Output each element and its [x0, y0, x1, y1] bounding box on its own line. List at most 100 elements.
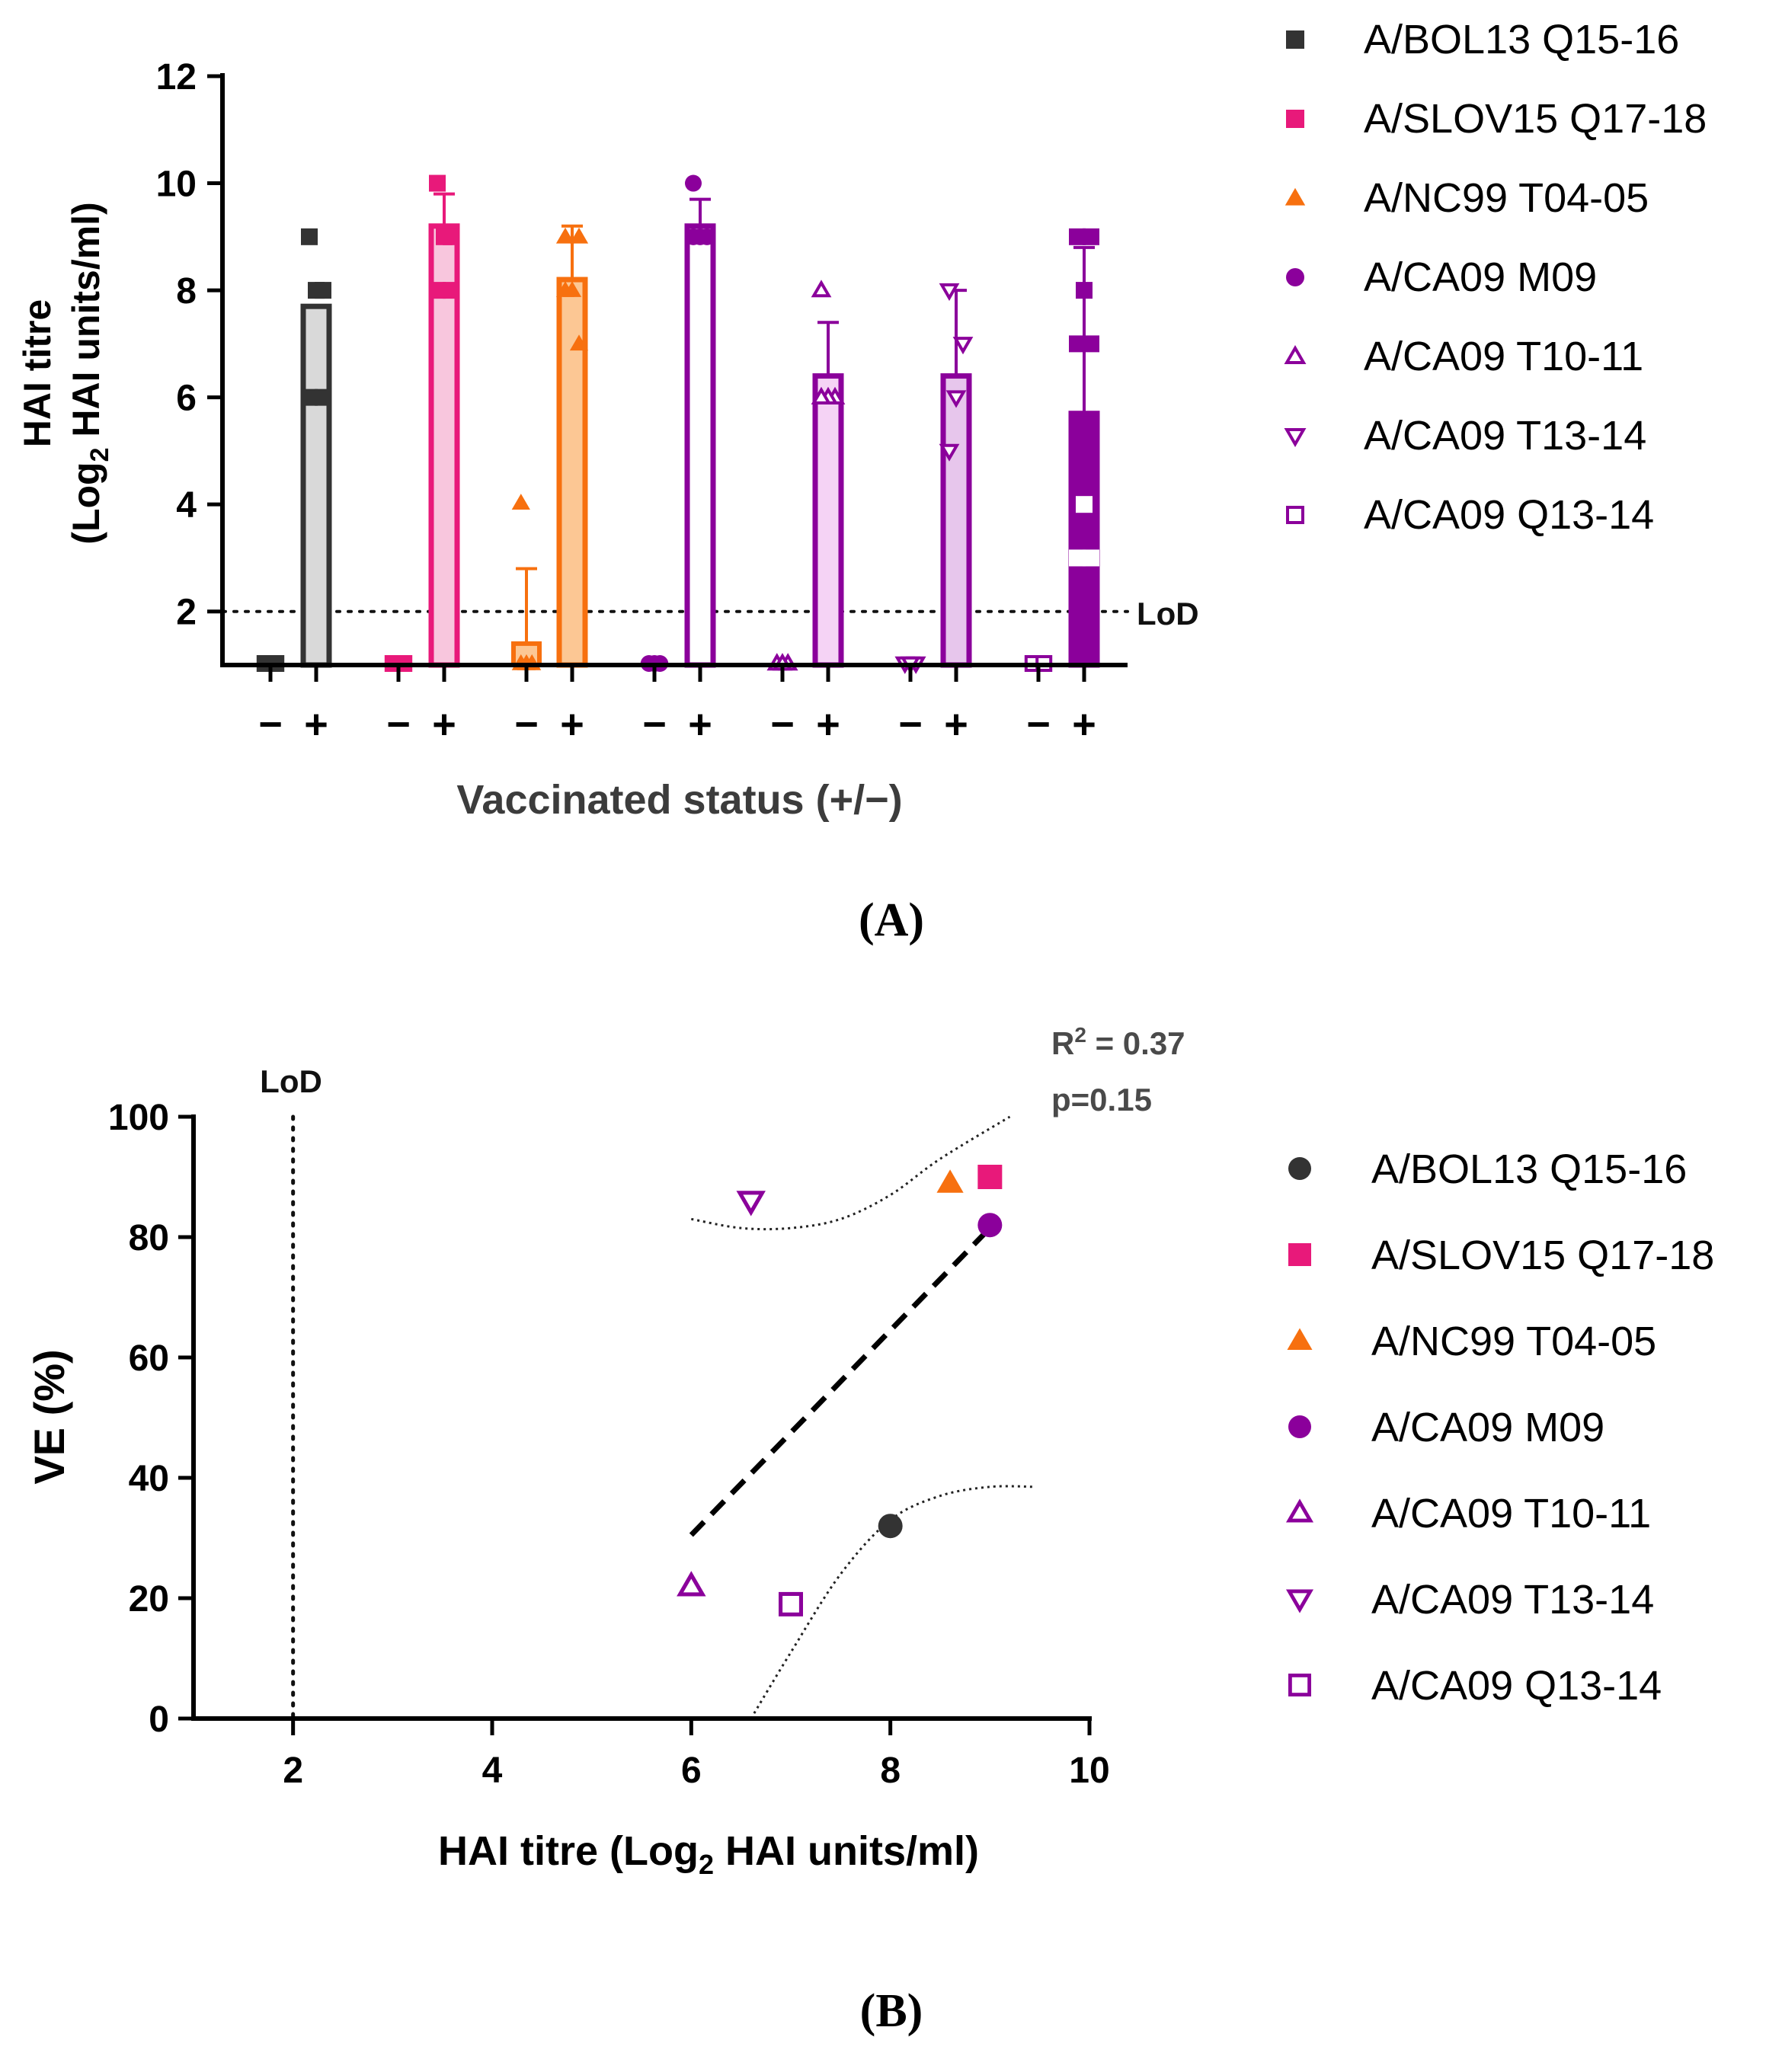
x-tick-label: −: [514, 702, 539, 747]
y-tick-label: 100: [108, 1098, 169, 1138]
legend-label: A/CA09 Q13-14: [1364, 492, 1654, 538]
bar-pos: [684, 223, 716, 668]
legend-marker: [1288, 1673, 1312, 1696]
x-tick-label: 8: [880, 1751, 901, 1791]
legend-label: A/CA09 M09: [1371, 1405, 1604, 1450]
legend-marker: [1285, 187, 1306, 206]
y-tick-label: 12: [156, 57, 197, 98]
data-point: [1083, 549, 1099, 567]
y-tick-label: 10: [156, 165, 197, 205]
legend-marker: [1288, 1415, 1311, 1438]
legend-label: A/CA09 T10-11: [1371, 1491, 1651, 1536]
data-point: [939, 443, 960, 462]
legend-marker: [1285, 1589, 1314, 1613]
panel-b-chart: 0 20 40 60 80 100 2 4 6 8 10 VE (%) HAI titre (Log…: [25, 1023, 1714, 2037]
legend-marker: [1286, 110, 1304, 128]
data-point: [878, 1514, 903, 1539]
data-point: [945, 390, 967, 408]
data-point: [569, 227, 589, 244]
legend-label: A/CA09 T10-11: [1364, 334, 1643, 379]
x-tick-label: −: [642, 702, 667, 747]
data-point: [436, 228, 453, 245]
data-point: [1069, 335, 1086, 353]
data-point: [1069, 228, 1086, 245]
data-point: [939, 283, 960, 301]
data-point: [1076, 496, 1093, 513]
data-point: [569, 334, 589, 351]
legend-label: A/CA09 Q13-14: [1371, 1663, 1662, 1709]
y-tick-label: 8: [176, 271, 197, 312]
panel-a-legend: A/BOL13 Q15-16 A/SLOV15 Q17-18 A/NC99 T04-…: [1284, 17, 1707, 538]
data-point: [1083, 335, 1099, 353]
data-point: [811, 386, 832, 404]
data-point: [429, 174, 446, 192]
x-tick-label: −: [1026, 702, 1051, 747]
data-point: [315, 388, 331, 406]
x-tick-label: +: [688, 702, 712, 747]
x-tick-label: +: [560, 702, 584, 747]
panel-b-r2: R2 = 0.37: [1051, 1023, 1185, 1061]
panel-b-lod-label: LoD: [260, 1063, 322, 1099]
data-point: [685, 174, 702, 192]
panel-b-xlabel: HAI titre (Log2 HAI units/ml): [438, 1828, 979, 1880]
panel-a-ylabel-line1: HAI titre: [16, 299, 59, 447]
ci-upper-band: [691, 1115, 1011, 1231]
data-point: [301, 388, 318, 406]
x-tick-label: 2: [283, 1751, 303, 1791]
panel-b-legend: A/BOL13 Q15-16 A/SLOV15 Q17-18 A/NC99 T04-…: [1285, 1146, 1714, 1709]
data-point: [1076, 282, 1093, 299]
legend-marker: [1288, 1243, 1311, 1266]
x-tick-label: +: [432, 702, 456, 747]
legend-label: A/BOL13 Q15-16: [1371, 1146, 1687, 1192]
data-point: [779, 1591, 804, 1616]
panel-b-pvalue: p=0.15: [1051, 1082, 1152, 1118]
x-tick-label: 6: [681, 1751, 702, 1791]
data-point: [952, 337, 974, 355]
data-point: [443, 282, 459, 299]
bar-pos: [556, 277, 588, 668]
x-tick-label: −: [770, 702, 795, 747]
data-point: [977, 1165, 1003, 1189]
legend-label: A/NC99 T04-05: [1364, 175, 1649, 221]
data-point: [555, 280, 575, 297]
legend-marker: [1288, 1157, 1311, 1180]
bar-pos: [1068, 411, 1100, 668]
legend-label: A/NC99 T04-05: [1371, 1319, 1656, 1364]
legend-label: A/CA09 T13-14: [1371, 1577, 1654, 1623]
legend-label: A/CA09 T13-14: [1364, 413, 1646, 459]
data-point: [1069, 549, 1086, 567]
x-tick-label: +: [1072, 702, 1096, 747]
x-tick-label: −: [898, 702, 923, 747]
legend-marker: [1284, 345, 1307, 364]
legend-marker: [1286, 506, 1304, 524]
panel-a-ylabel-line2: (Log2 HAI units/ml): [65, 202, 114, 544]
x-tick-label: 4: [482, 1751, 503, 1791]
data-point: [511, 494, 530, 510]
data-point: [308, 282, 325, 299]
panel-a-lod-label: LoD: [1137, 596, 1199, 632]
y-tick-label: 0: [149, 1699, 169, 1740]
x-tick-label: −: [386, 702, 411, 747]
bar-pos: [940, 373, 972, 668]
panel-b-label: (B): [860, 1985, 923, 2037]
y-tick-label: 60: [129, 1338, 169, 1379]
regression-line: [689, 1226, 992, 1537]
x-tick-label: +: [816, 702, 840, 747]
legend-marker: [1286, 30, 1304, 49]
ci-lower-band: [750, 1485, 1035, 1719]
x-tick-label: 10: [1069, 1751, 1109, 1791]
y-tick-label: 20: [129, 1579, 169, 1620]
panel-b-ylabel: VE (%): [25, 1349, 73, 1484]
y-tick-label: 80: [129, 1218, 169, 1258]
bar-pos: [300, 303, 332, 668]
x-tick-label: −: [258, 702, 283, 747]
data-point: [977, 1213, 1003, 1238]
legend-marker: [1285, 1498, 1314, 1523]
legend-label: A/BOL13 Q15-16: [1364, 17, 1679, 62]
bar-pos: [812, 373, 844, 668]
panel-a-xlabel: Vaccinated status (+/−): [456, 777, 902, 823]
data-point: [429, 282, 446, 299]
data-point: [1083, 228, 1099, 245]
